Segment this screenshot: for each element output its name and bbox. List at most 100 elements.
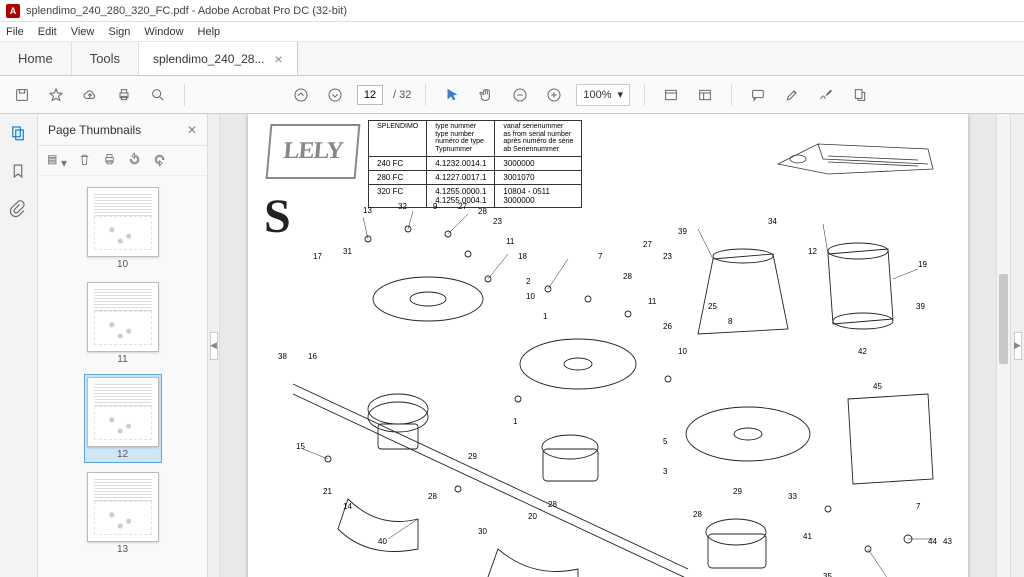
hand-tool[interactable] bbox=[474, 83, 498, 107]
svg-text:12: 12 bbox=[808, 247, 817, 256]
svg-text:45: 45 bbox=[873, 382, 882, 391]
thumbnail-page-11[interactable]: 11 bbox=[84, 279, 162, 368]
save-button[interactable] bbox=[10, 83, 34, 107]
thumb-rotate-cw-button[interactable] bbox=[152, 152, 167, 170]
svg-text:28: 28 bbox=[623, 272, 632, 281]
svg-text:38: 38 bbox=[278, 352, 287, 361]
svg-text:11: 11 bbox=[506, 237, 515, 246]
thumbnail-image bbox=[87, 187, 159, 257]
zoom-level-dropdown[interactable]: 100% ▾ bbox=[576, 84, 630, 106]
svg-text:1: 1 bbox=[513, 417, 518, 426]
svg-text:33: 33 bbox=[788, 492, 797, 501]
svg-text:44: 44 bbox=[928, 537, 937, 546]
svg-text:28: 28 bbox=[428, 492, 437, 501]
svg-text:11: 11 bbox=[648, 297, 657, 306]
share-button[interactable] bbox=[848, 83, 872, 107]
page-number-input[interactable] bbox=[357, 85, 383, 105]
svg-text:17: 17 bbox=[313, 252, 322, 261]
svg-text:25: 25 bbox=[708, 302, 717, 311]
svg-text:9: 9 bbox=[433, 202, 438, 211]
menu-file[interactable]: File bbox=[6, 26, 24, 38]
table-header-type: type nummer type number numéro de type T… bbox=[427, 121, 495, 157]
page-up-button[interactable] bbox=[289, 83, 313, 107]
right-toggle-icon: ▶ bbox=[1014, 332, 1022, 360]
search-button[interactable] bbox=[146, 83, 170, 107]
scrollbar-thumb[interactable] bbox=[999, 274, 1008, 364]
attachments-rail-button[interactable] bbox=[9, 200, 29, 220]
svg-text:39: 39 bbox=[916, 302, 925, 311]
document-tab[interactable]: splendimo_240_28... × bbox=[139, 42, 298, 75]
thumbnail-page-10[interactable]: 10 bbox=[84, 184, 162, 273]
zoom-out-button[interactable] bbox=[508, 83, 532, 107]
vertical-scrollbar[interactable] bbox=[996, 114, 1010, 577]
thumb-options-button[interactable]: ▾ bbox=[46, 152, 67, 170]
pointer-tool[interactable] bbox=[440, 83, 464, 107]
svg-text:10: 10 bbox=[678, 347, 687, 356]
close-panel-icon[interactable]: ✕ bbox=[187, 123, 197, 137]
table-header-serial: vanaf serienummer as from serial number … bbox=[495, 121, 582, 157]
page-down-button[interactable] bbox=[323, 83, 347, 107]
svg-text:23: 23 bbox=[663, 252, 672, 261]
thumbnails-rail-button[interactable] bbox=[9, 124, 29, 144]
thumbnails-list[interactable]: 10 11 12 13 bbox=[38, 176, 207, 577]
window-title: splendimo_240_280_320_FC.pdf - Adobe Acr… bbox=[26, 5, 347, 17]
sign-button[interactable] bbox=[814, 83, 838, 107]
svg-text:18: 18 bbox=[518, 252, 527, 261]
cloud-button[interactable] bbox=[78, 83, 102, 107]
thumbnail-image bbox=[87, 282, 159, 352]
svg-text:34: 34 bbox=[768, 217, 777, 226]
right-panel-toggle[interactable]: ▶ bbox=[1010, 114, 1024, 577]
svg-text:7: 7 bbox=[916, 502, 921, 511]
svg-text:31: 31 bbox=[343, 247, 352, 256]
svg-text:29: 29 bbox=[733, 487, 742, 496]
menu-sign[interactable]: Sign bbox=[108, 26, 130, 38]
svg-text:1: 1 bbox=[543, 312, 548, 321]
svg-text:5: 5 bbox=[663, 437, 668, 446]
svg-text:3: 3 bbox=[663, 467, 668, 476]
view-mode-button[interactable] bbox=[693, 83, 717, 107]
splitter-handle-icon: ◀ bbox=[210, 332, 218, 360]
menu-window[interactable]: Window bbox=[144, 26, 183, 38]
document-tab-label: splendimo_240_28... bbox=[153, 52, 264, 66]
thumb-delete-button[interactable] bbox=[77, 152, 92, 170]
panel-splitter[interactable]: ◀ bbox=[208, 114, 220, 577]
thumbnails-panel-header: Page Thumbnails ✕ bbox=[38, 114, 207, 146]
highlight-button[interactable] bbox=[780, 83, 804, 107]
thumbnail-image bbox=[87, 472, 159, 542]
table-cell: 4.1227.0017.1 bbox=[427, 170, 495, 184]
nav-home[interactable]: Home bbox=[0, 42, 72, 75]
menu-edit[interactable]: Edit bbox=[38, 26, 57, 38]
thumb-print-button[interactable] bbox=[102, 152, 117, 170]
thumbnail-page-12[interactable]: 12 bbox=[84, 374, 162, 463]
svg-text:28: 28 bbox=[478, 207, 487, 216]
table-cell: 4.1232.0014.1 bbox=[427, 156, 495, 170]
svg-text:28: 28 bbox=[693, 510, 702, 519]
lely-logo: LELY bbox=[266, 124, 361, 179]
menu-help[interactable]: Help bbox=[198, 26, 221, 38]
zoom-in-button[interactable] bbox=[542, 83, 566, 107]
page-total-label: / 32 bbox=[393, 89, 411, 101]
star-button[interactable] bbox=[44, 83, 68, 107]
secondary-nav: Home Tools splendimo_240_28... × bbox=[0, 42, 1024, 76]
svg-text:8: 8 bbox=[728, 317, 733, 326]
svg-text:14: 14 bbox=[343, 502, 352, 511]
bookmarks-rail-button[interactable] bbox=[9, 162, 29, 182]
thumbnail-label: 13 bbox=[117, 544, 128, 555]
comment-button[interactable] bbox=[746, 83, 770, 107]
svg-text:13: 13 bbox=[363, 206, 372, 215]
workspace: Page Thumbnails ✕ ▾ 10 11 12 bbox=[0, 114, 1024, 577]
left-nav-rail bbox=[0, 114, 38, 577]
nav-tools[interactable]: Tools bbox=[72, 42, 139, 75]
document-viewport[interactable]: LELY SPLENDIMO type nummer type number n… bbox=[220, 114, 996, 577]
svg-text:27: 27 bbox=[458, 202, 467, 211]
svg-text:2: 2 bbox=[526, 277, 531, 286]
menu-view[interactable]: View bbox=[71, 26, 95, 38]
thumbnail-page-13[interactable]: 13 bbox=[84, 469, 162, 558]
read-mode-button[interactable] bbox=[659, 83, 683, 107]
close-tab-icon[interactable]: × bbox=[274, 51, 282, 67]
svg-text:39: 39 bbox=[678, 227, 687, 236]
pdf-page: LELY SPLENDIMO type nummer type number n… bbox=[248, 114, 968, 577]
exploded-view-drawing: 17 31 13 32 9 27 28 23 11 18 2 10 1 7 28… bbox=[268, 194, 958, 577]
thumb-rotate-ccw-button[interactable] bbox=[127, 152, 142, 170]
print-button[interactable] bbox=[112, 83, 136, 107]
